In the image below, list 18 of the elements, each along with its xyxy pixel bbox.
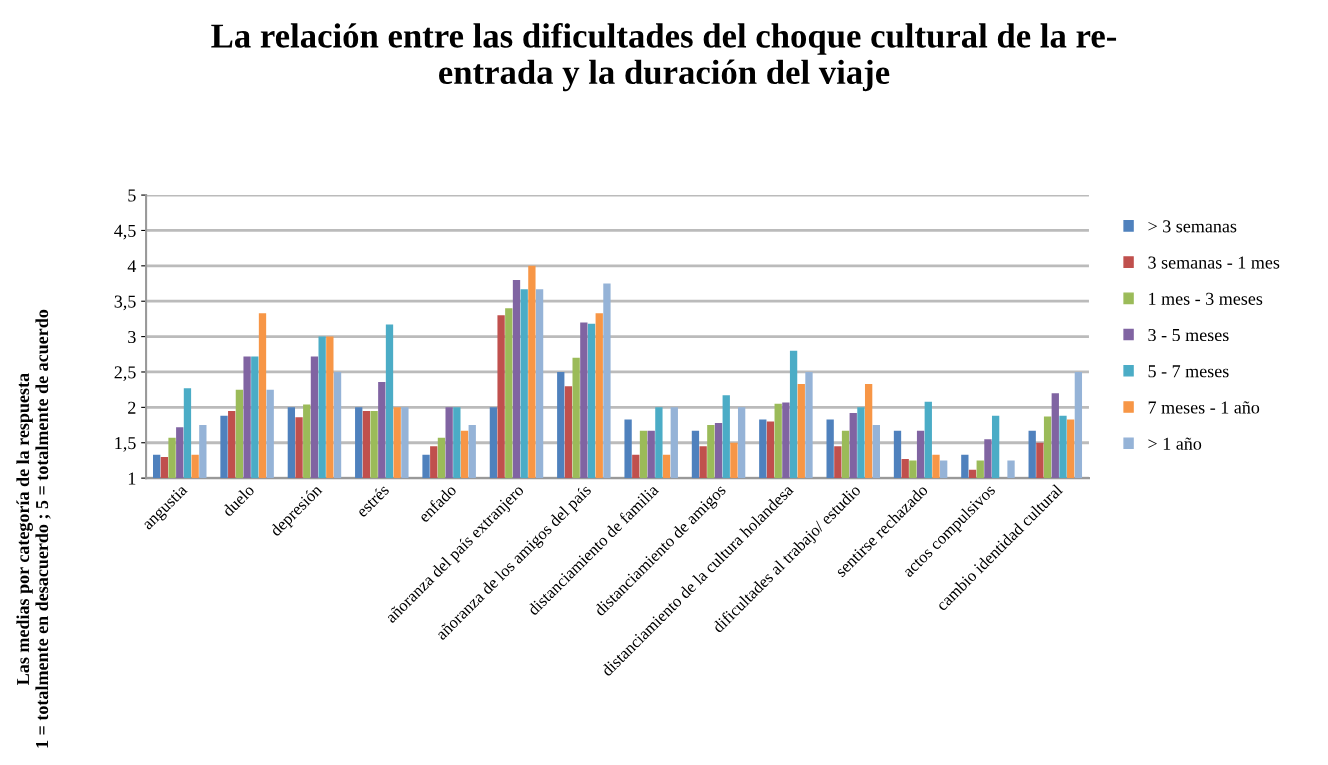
legend-label: > 1 año <box>1148 437 1202 450</box>
y-tick-label: 5 <box>128 189 136 202</box>
y-tick-label: 3,5 <box>114 295 136 311</box>
y-tick-label: 4 <box>127 260 137 273</box>
y-tick-label: 4,5 <box>114 224 136 240</box>
legend-label: 3 - 5 meses <box>1148 328 1229 342</box>
y-tick-label: 2,5 <box>114 366 136 382</box>
legend-label: > 3 semanas <box>1148 220 1237 233</box>
legend-label: 3 semanas - 1 mes <box>1148 256 1280 269</box>
y-tick-label: 3 <box>128 330 136 344</box>
y-tick-label: 2 <box>128 401 136 414</box>
y-axis-title: Las medias por categoría de la respuesta 1 = totalmente en desacuerdo ; 5 = totalmente de acuerdo <box>16 309 51 748</box>
y-tick-label: 1 <box>128 472 136 485</box>
legend-label: 1 mes - 3 meses <box>1149 292 1263 305</box>
legend-label: 7 meses - 1 año <box>1148 401 1260 414</box>
legend-label: 5 - 7 meses <box>1148 365 1229 378</box>
y-tick-label: 1,5 <box>115 437 136 452</box>
chart-title: La relación entre las dificultades del choque cultural de la re- entrada y la duración del viaje <box>211 22 1117 92</box>
